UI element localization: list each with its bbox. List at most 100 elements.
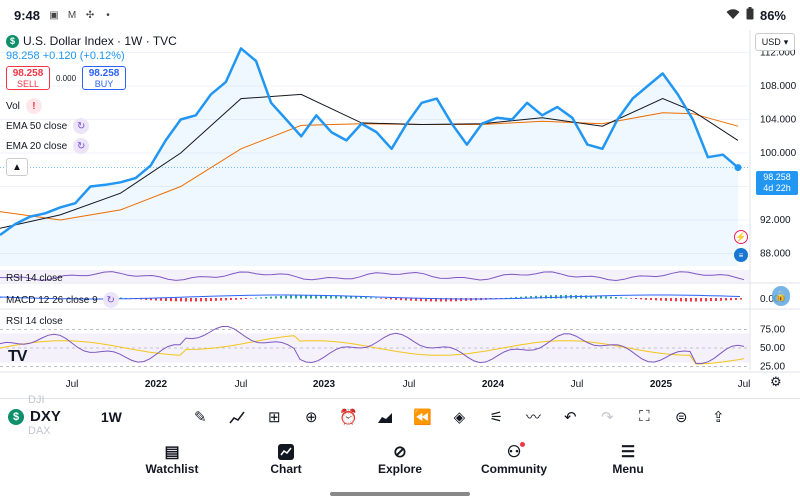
x-tick-label: Jul <box>571 379 584 390</box>
macd-bar <box>205 298 207 302</box>
macd-bar <box>290 295 292 299</box>
macd-bar <box>120 297 122 299</box>
macd-bar <box>700 298 702 302</box>
macd-bar <box>665 298 667 301</box>
battery-icon <box>746 7 754 23</box>
flash-icon[interactable]: ⚡ <box>734 230 748 244</box>
undo-icon[interactable]: ↶ <box>564 408 577 426</box>
nav-watchlist[interactable]: ▤ Watchlist <box>115 436 229 500</box>
macd-bar <box>240 298 242 300</box>
price-area-fill <box>0 48 738 267</box>
macd-bar <box>305 295 307 299</box>
symbol-selector[interactable]: DJI $ DXY DAX <box>8 394 61 437</box>
indicators-icon[interactable] <box>219 402 256 432</box>
macd-bar <box>170 298 172 302</box>
macd-bar <box>230 298 232 301</box>
chart-legend: $ U.S. Dollar Index · 1W · TVC 98.258 +0… <box>6 34 177 90</box>
rsi-top-label: RSI 14 close <box>6 273 63 284</box>
add-icon[interactable]: ⊕ <box>305 408 318 426</box>
x-tick-label: Jul <box>66 379 79 390</box>
fullscreen-icon[interactable]: ⛶ <box>639 408 650 425</box>
draw-pen-icon[interactable]: ✎ <box>194 408 207 426</box>
macd-bar <box>655 298 657 301</box>
price-tag-countdown: 4d 22h <box>763 183 791 193</box>
macd-label: MACD 12 26 close 9 <box>6 294 98 306</box>
loading-icon[interactable]: ↻ <box>73 138 90 154</box>
redo-icon[interactable]: ↷ <box>601 408 614 426</box>
rsi-tick-label: 50.00 <box>760 343 785 354</box>
macd-bar <box>375 297 377 299</box>
indicator-ema50[interactable]: EMA 50 close ↻ <box>6 118 90 134</box>
interval-selector[interactable]: 1W <box>100 408 122 425</box>
loading-icon[interactable]: ↻ <box>73 118 90 134</box>
macd-bar <box>715 298 717 301</box>
chart-canvas[interactable]: 112.000108.000104.000100.00096.00092.000… <box>0 30 800 392</box>
macd-bar <box>410 298 412 301</box>
rsi-line <box>0 326 745 364</box>
macd-bar <box>420 298 422 302</box>
macd-bar <box>260 297 262 299</box>
chevron-up-icon: ▲ <box>12 161 22 173</box>
status-bar: 9:48 ▣ M ✣ • 86% <box>0 0 800 30</box>
nav-explore[interactable]: ⊘ Explore <box>343 436 457 500</box>
collapse-legend-button[interactable]: ▲ <box>6 158 28 176</box>
home-indicator[interactable] <box>330 492 470 496</box>
sell-button[interactable]: 98.258 SELL <box>6 66 50 90</box>
share-icon[interactable]: ⇪ <box>712 408 725 426</box>
buy-price: 98.258 <box>88 68 120 79</box>
macd-bar <box>145 298 147 300</box>
grid-layout-icon[interactable]: ⊞ <box>268 408 281 426</box>
dot-icon: • <box>106 9 110 21</box>
macd-bar <box>390 298 392 300</box>
currency-select[interactable]: USD ▾ <box>755 33 795 51</box>
buy-button[interactable]: 98.258 BUY <box>82 66 127 90</box>
nav-menu[interactable]: ☰ Menu <box>571 436 685 500</box>
rsi-ma-line <box>0 335 745 365</box>
gear-icon[interactable]: ⚙ <box>770 374 782 389</box>
compare-icon[interactable]: 〰 <box>525 409 541 426</box>
macd-bar <box>520 296 522 299</box>
settings-sliders-icon[interactable]: ⚟ <box>489 408 504 426</box>
idea-icon[interactable]: ⊜ <box>675 408 688 426</box>
lock-icon[interactable]: 🔒 <box>772 286 790 306</box>
layers-icon[interactable]: ◈ <box>453 408 466 426</box>
macd-bar <box>445 298 447 302</box>
compass-icon: ⊘ <box>393 444 407 461</box>
rsi-tick-label: 75.00 <box>760 325 785 336</box>
macd-bar <box>600 296 602 299</box>
nav-community[interactable]: ⚇ Community <box>457 436 571 500</box>
battery-percent: 86% <box>759 7 786 23</box>
dollar-symbol-icon: $ <box>8 408 24 425</box>
nav-explore-label: Explore <box>377 462 422 476</box>
y-tick-label: 92.000 <box>760 215 791 226</box>
replay-icon[interactable]: ⏪ <box>413 408 432 426</box>
chart-type-icon[interactable] <box>367 402 404 432</box>
macd-legend[interactable]: MACD 12 26 close 9 ↻ <box>6 292 119 308</box>
macd-bar <box>345 295 347 299</box>
macd-bar <box>425 298 427 302</box>
loading-icon[interactable]: ↻ <box>102 292 119 308</box>
chart-area[interactable]: 112.000108.000104.000100.00096.00092.000… <box>0 30 800 392</box>
rsi-top-legend[interactable]: RSI 14 close <box>6 273 63 284</box>
macd-bar <box>415 298 417 301</box>
wifi-icon <box>726 8 740 23</box>
alert-clock-icon[interactable]: ⏰ <box>339 408 358 426</box>
indicator-vol[interactable]: Vol ! <box>6 98 42 114</box>
nav-chart-label: Chart <box>270 462 302 476</box>
macd-bar <box>195 298 197 302</box>
nav-chart[interactable]: Chart <box>229 436 343 500</box>
warning-icon[interactable]: ! <box>25 98 42 114</box>
indicator-vol-label: Vol <box>6 100 20 112</box>
macd-bar <box>705 298 707 302</box>
us-flag-icon[interactable]: ≡ <box>734 248 748 262</box>
macd-bar <box>650 298 652 301</box>
dollar-symbol-icon: $ <box>6 34 19 48</box>
macd-bar <box>155 298 157 301</box>
macd-bar <box>225 298 227 301</box>
indicator-ema50-label: EMA 50 close <box>6 120 68 132</box>
message-icon: ▣ <box>49 9 59 21</box>
indicator-ema20[interactable]: EMA 20 close ↻ <box>6 138 90 154</box>
macd-bar <box>595 295 597 299</box>
rsi-bottom-legend[interactable]: RSI 14 close <box>6 316 63 327</box>
symbol-title[interactable]: U.S. Dollar Index · 1W · TVC <box>23 34 177 48</box>
